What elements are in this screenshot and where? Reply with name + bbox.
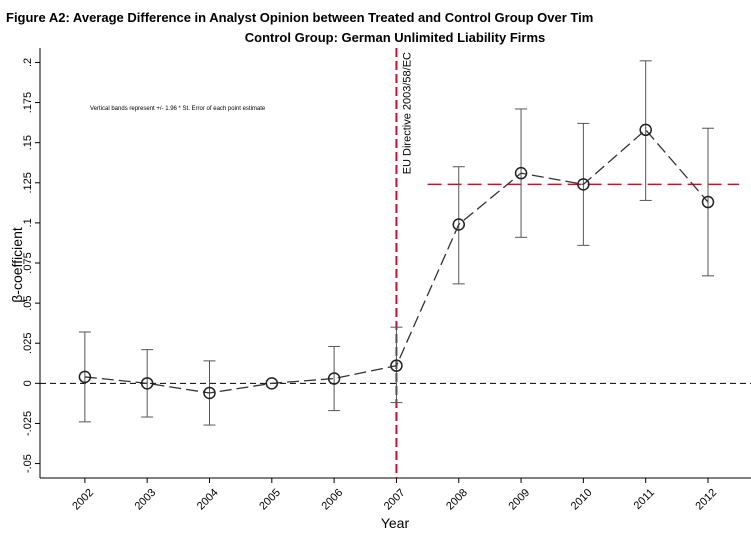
point xyxy=(140,377,154,390)
point xyxy=(701,195,715,209)
y-tick-label: .2 xyxy=(22,58,34,67)
x-tick-label: 2009 xyxy=(506,487,532,513)
point xyxy=(452,218,465,231)
x-tick-label: 2010 xyxy=(569,487,595,513)
chart-subtitle: Control Group: German Unlimited Liabilit… xyxy=(245,30,545,45)
x-tick-label: 2005 xyxy=(257,487,283,513)
point xyxy=(265,377,279,390)
point xyxy=(78,370,92,384)
series-line xyxy=(84,128,709,394)
x-tick-label: 2004 xyxy=(195,487,221,513)
chart-title: Figure A2: Average Difference in Analyst… xyxy=(6,10,593,25)
annotation: Vertical bands represent +/- 1.96 * St. … xyxy=(90,106,266,112)
y-tick-label: -.025 xyxy=(22,411,34,436)
x-tick-label: 2007 xyxy=(382,487,408,513)
x-tick-label: 2012 xyxy=(693,487,719,513)
x-tick-label: 2002 xyxy=(70,487,96,513)
y-tick-label: .075 xyxy=(22,252,34,273)
y-tick-label: .1 xyxy=(22,218,34,227)
point xyxy=(327,372,341,385)
x-tick-label: 2003 xyxy=(133,487,159,513)
point xyxy=(203,386,216,400)
y-tick-label: -.05 xyxy=(22,454,34,473)
x-tick-label: 2008 xyxy=(444,487,470,513)
point xyxy=(639,123,652,137)
y-tick-label: .025 xyxy=(22,333,34,354)
point xyxy=(390,359,403,372)
y-tick-label: .15 xyxy=(22,135,34,150)
point xyxy=(577,178,590,191)
x-tick-label: 2011 xyxy=(632,487,657,512)
x-tick-label: 2006 xyxy=(320,487,346,513)
x-axis-label: Year xyxy=(381,515,410,531)
y-tick-label: .125 xyxy=(22,172,34,193)
reference-vline-label: EU Directive 2003/58/EC xyxy=(401,52,413,174)
y-tick-label: .175 xyxy=(22,92,34,113)
y-tick-label: .05 xyxy=(22,295,34,310)
y-axis-label: β-coefficient xyxy=(9,227,25,303)
point xyxy=(514,166,528,180)
y-tick-label: 0 xyxy=(22,380,34,386)
